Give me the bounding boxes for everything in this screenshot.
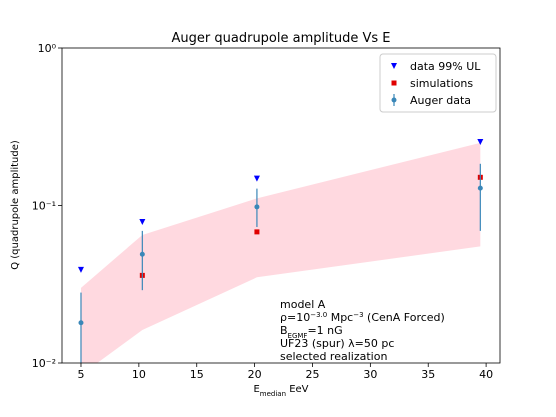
annotation: model A <box>280 298 326 311</box>
x-axis-label-part: EeV <box>286 384 309 395</box>
y-axis-label: Q (quadrupole amplitude) <box>10 140 21 270</box>
dot-marker <box>254 204 260 210</box>
legend-marker <box>391 63 397 69</box>
legend-marker <box>391 97 397 103</box>
annotation-part: B <box>280 324 288 337</box>
legend-label: Auger data <box>410 94 471 107</box>
annotation-part: −3.0 <box>310 311 327 319</box>
chart-title: Auger quadrupole amplitude Vs E <box>172 31 391 46</box>
x-axis-label-part: median <box>260 390 286 398</box>
annotation-part: model A <box>280 298 326 311</box>
plot-area <box>77 139 484 363</box>
legend-marker <box>391 80 397 86</box>
dot-marker <box>139 251 145 257</box>
legend-label: data 99% UL <box>410 60 481 73</box>
band <box>80 142 481 363</box>
annotation-part: UF23 (spur) λ=50 pc <box>280 337 394 350</box>
annotation: BEGMF=1 nG <box>280 324 343 340</box>
annotation: selected realization <box>280 350 387 363</box>
triangle-marker <box>477 139 484 146</box>
y-tick-label: 10⁻² <box>32 357 56 370</box>
dot-marker <box>78 320 84 326</box>
annotation: UF23 (spur) λ=50 pc <box>280 337 394 350</box>
annotation-part: EGMF <box>288 332 308 340</box>
annotation-part: −3 <box>353 311 363 319</box>
x-tick-label: 10 <box>132 368 146 381</box>
x-tick-label: 30 <box>363 368 377 381</box>
annotation-part: (CenA Forced) <box>364 311 445 324</box>
legend-label: simulations <box>410 77 473 90</box>
annotation: ρ=10−3.0 Mpc−3 (CenA Forced) <box>280 311 445 324</box>
x-tick-label: 15 <box>190 368 204 381</box>
y-tick-label: 10⁻¹ <box>32 200 56 213</box>
triangle-marker <box>77 266 84 273</box>
annotation-part: =1 nG <box>307 324 342 337</box>
dot-marker <box>477 185 483 191</box>
x-tick-label: 20 <box>248 368 262 381</box>
annotation-part: ρ=10 <box>280 311 310 324</box>
legend-box <box>379 53 497 113</box>
y-tick-label: 10⁰ <box>38 42 57 55</box>
triangle-marker <box>139 219 146 226</box>
x-tick-label: 25 <box>305 368 319 381</box>
annotation-part: selected realization <box>280 350 387 363</box>
x-tick-label: 40 <box>479 368 493 381</box>
x-tick-label: 5 <box>77 368 84 381</box>
square-marker <box>254 229 260 235</box>
x-axis-label: Emedian EeV <box>253 384 308 398</box>
x-axis-label-part: E <box>253 384 259 395</box>
x-tick-label: 35 <box>421 368 435 381</box>
triangle-marker <box>253 175 260 182</box>
annotation-part: Mpc <box>327 311 353 324</box>
